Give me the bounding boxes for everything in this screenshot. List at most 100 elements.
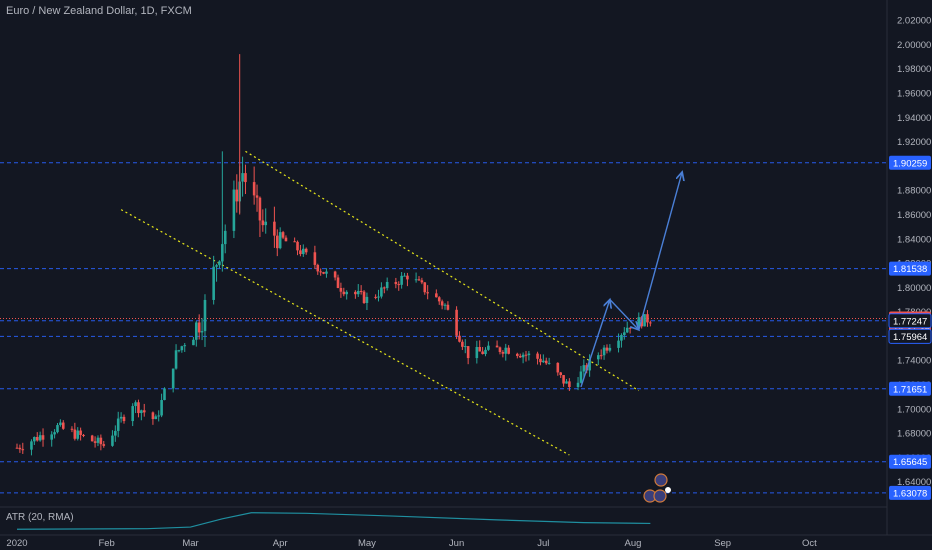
price-tick-label: 1.92000 — [897, 137, 931, 148]
candle-body — [423, 282, 427, 293]
chart-title: Euro / New Zealand Dollar, 1D, FXCM — [6, 5, 192, 17]
price-tick-label: 1.84000 — [897, 234, 931, 245]
candle-body — [602, 347, 606, 356]
candle-body — [507, 347, 510, 354]
candle-body — [140, 410, 143, 414]
price-tick-label: 1.96000 — [897, 89, 931, 100]
candle-body — [151, 412, 155, 420]
candle-body — [536, 353, 539, 359]
candle-body — [278, 232, 282, 249]
atr-pane — [16, 512, 651, 530]
candle-body — [316, 264, 320, 272]
candle-body — [382, 287, 386, 289]
price-badge-label: 1.90259 — [893, 158, 927, 169]
grid-lines — [0, 0, 932, 536]
candle-body — [252, 182, 256, 196]
price-badge-label: 1.77247 — [893, 316, 927, 327]
candle-body — [455, 309, 458, 336]
candle-body — [258, 197, 262, 221]
candle-body — [403, 275, 406, 277]
candle-body — [516, 353, 519, 356]
candle-body — [203, 299, 207, 332]
candle-body — [547, 362, 551, 364]
candle-body — [296, 241, 299, 251]
horizontal-levels[interactable] — [0, 162, 887, 494]
candle-body — [212, 266, 215, 300]
candle-body — [192, 339, 195, 346]
candle-body — [458, 335, 461, 342]
candle-body — [241, 173, 244, 182]
candle-body — [302, 248, 305, 255]
candle-body — [481, 351, 484, 355]
candle-body — [562, 375, 565, 384]
projection-arrows[interactable] — [580, 172, 682, 388]
candle-body — [313, 252, 317, 265]
candle-body — [339, 287, 343, 292]
candle-body — [414, 279, 418, 281]
candle-body — [443, 304, 447, 306]
candle-body — [116, 418, 120, 431]
candle-body — [400, 275, 403, 285]
event-icons[interactable] — [643, 473, 671, 503]
candle-body — [542, 360, 545, 363]
candle-body — [18, 447, 22, 450]
price-badge — [888, 328, 932, 344]
candle-body — [50, 434, 54, 440]
candle-body — [79, 430, 82, 435]
price-badge — [889, 381, 931, 396]
candle-body — [131, 406, 134, 422]
candle-body — [244, 173, 247, 183]
time-tick-label: Feb — [98, 538, 114, 549]
candle-body — [544, 360, 548, 364]
candle-body — [646, 314, 649, 323]
atr-line — [16, 512, 651, 530]
candle-body — [255, 195, 259, 198]
candle-body — [154, 416, 158, 420]
candle-body — [223, 230, 227, 245]
flag-event-icon — [654, 473, 668, 487]
candle-body — [617, 340, 620, 348]
descending-channel[interactable] — [120, 150, 640, 456]
candle-body — [559, 372, 562, 376]
candle-body — [397, 284, 401, 286]
candle-body — [446, 304, 450, 310]
time-tick-label: Sep — [714, 538, 731, 549]
candle-body — [426, 292, 429, 294]
candle-body — [215, 265, 218, 267]
candle-body — [576, 382, 580, 388]
candle-body — [53, 432, 56, 435]
candle-body — [30, 441, 33, 450]
candle-body — [628, 327, 632, 329]
candle-body — [475, 346, 479, 359]
price-tick-label: 1.98000 — [897, 64, 931, 75]
price-badge-label: 1.65645 — [893, 457, 927, 468]
candle-body — [319, 271, 322, 273]
candle-body — [521, 354, 525, 358]
price-badge — [888, 313, 932, 329]
candle-body — [264, 221, 268, 226]
candle-body — [565, 381, 568, 384]
candle-body — [608, 347, 612, 351]
time-axis[interactable]: 2020 Feb Mar Apr May Jun Jul Aug Sep Oct — [6, 538, 817, 549]
candle-body — [365, 296, 369, 303]
candle-body — [59, 422, 62, 426]
candle-body — [461, 341, 464, 347]
candle-body — [498, 347, 502, 353]
candle-body — [119, 416, 123, 419]
candle-body — [394, 281, 398, 285]
candle-body — [157, 415, 161, 417]
candle-body — [359, 290, 363, 292]
price-tick-label: 1.94000 — [897, 113, 931, 124]
candle-body — [163, 388, 166, 401]
candle-body — [623, 332, 626, 336]
candle-body — [183, 345, 187, 347]
candle-body — [478, 346, 482, 352]
candle-body — [122, 416, 126, 422]
price-badge-label: 1.63078 — [893, 488, 927, 499]
candle-body — [38, 435, 42, 441]
candle-body — [102, 444, 106, 446]
candle-body — [643, 314, 646, 327]
candle-body — [96, 437, 100, 443]
